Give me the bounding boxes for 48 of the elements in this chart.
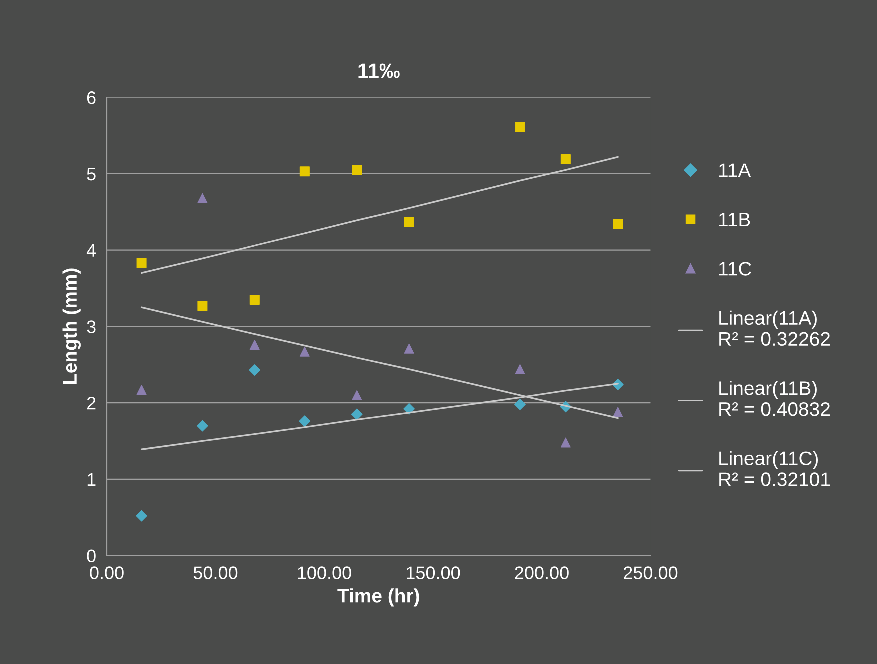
y-tick-label: 4 xyxy=(86,244,96,257)
point xyxy=(351,408,363,420)
point xyxy=(404,217,414,228)
point xyxy=(404,344,414,354)
y-tick-label: 6 xyxy=(87,92,96,104)
point xyxy=(300,346,310,357)
point xyxy=(352,390,362,400)
legend-label: Linear(11B) R² = 0.40832 xyxy=(720,381,830,416)
point xyxy=(514,398,526,410)
point xyxy=(250,340,260,350)
legend-label: 11C xyxy=(719,262,752,276)
x-tick-label: 250.00 xyxy=(624,566,678,580)
point xyxy=(352,165,362,176)
point xyxy=(299,416,311,428)
y-axis-title: Length (mm) xyxy=(62,268,81,384)
point xyxy=(136,510,148,522)
y-tick-label: 3 xyxy=(87,320,96,334)
point xyxy=(515,364,526,374)
point xyxy=(613,407,624,418)
x-tick-label: 150.00 xyxy=(407,566,460,580)
y-tick-label: 1 xyxy=(88,474,96,486)
point xyxy=(136,258,147,268)
y-tick-label: 5 xyxy=(87,168,96,181)
point xyxy=(198,301,208,312)
point xyxy=(560,438,571,448)
point xyxy=(515,122,526,132)
chart-title: 11‰ xyxy=(358,64,400,78)
point xyxy=(198,193,208,204)
point xyxy=(613,219,624,230)
y-tick-label: 2 xyxy=(87,396,96,410)
x-tick-label: 0.00 xyxy=(90,566,124,580)
x-axis-title: Time (hr) xyxy=(338,588,420,607)
legend-label: 11A xyxy=(719,164,752,178)
legend-label: Linear(11A) R² = 0.32262 xyxy=(720,310,830,346)
point xyxy=(560,154,571,164)
point xyxy=(196,420,208,432)
point xyxy=(404,403,416,415)
point xyxy=(136,385,147,396)
y-tick-label: 0 xyxy=(87,550,96,562)
legend-label: Linear(11C) R² = 0.32101 xyxy=(720,451,830,486)
point xyxy=(249,364,261,376)
point xyxy=(250,294,260,305)
x-tick-label: 200.00 xyxy=(515,566,569,580)
legend-label: 11B xyxy=(719,213,750,226)
x-tick-label: 50.00 xyxy=(194,566,238,580)
x-tick-label: 100.00 xyxy=(298,566,352,580)
line-series xyxy=(140,156,619,274)
point xyxy=(300,166,310,177)
